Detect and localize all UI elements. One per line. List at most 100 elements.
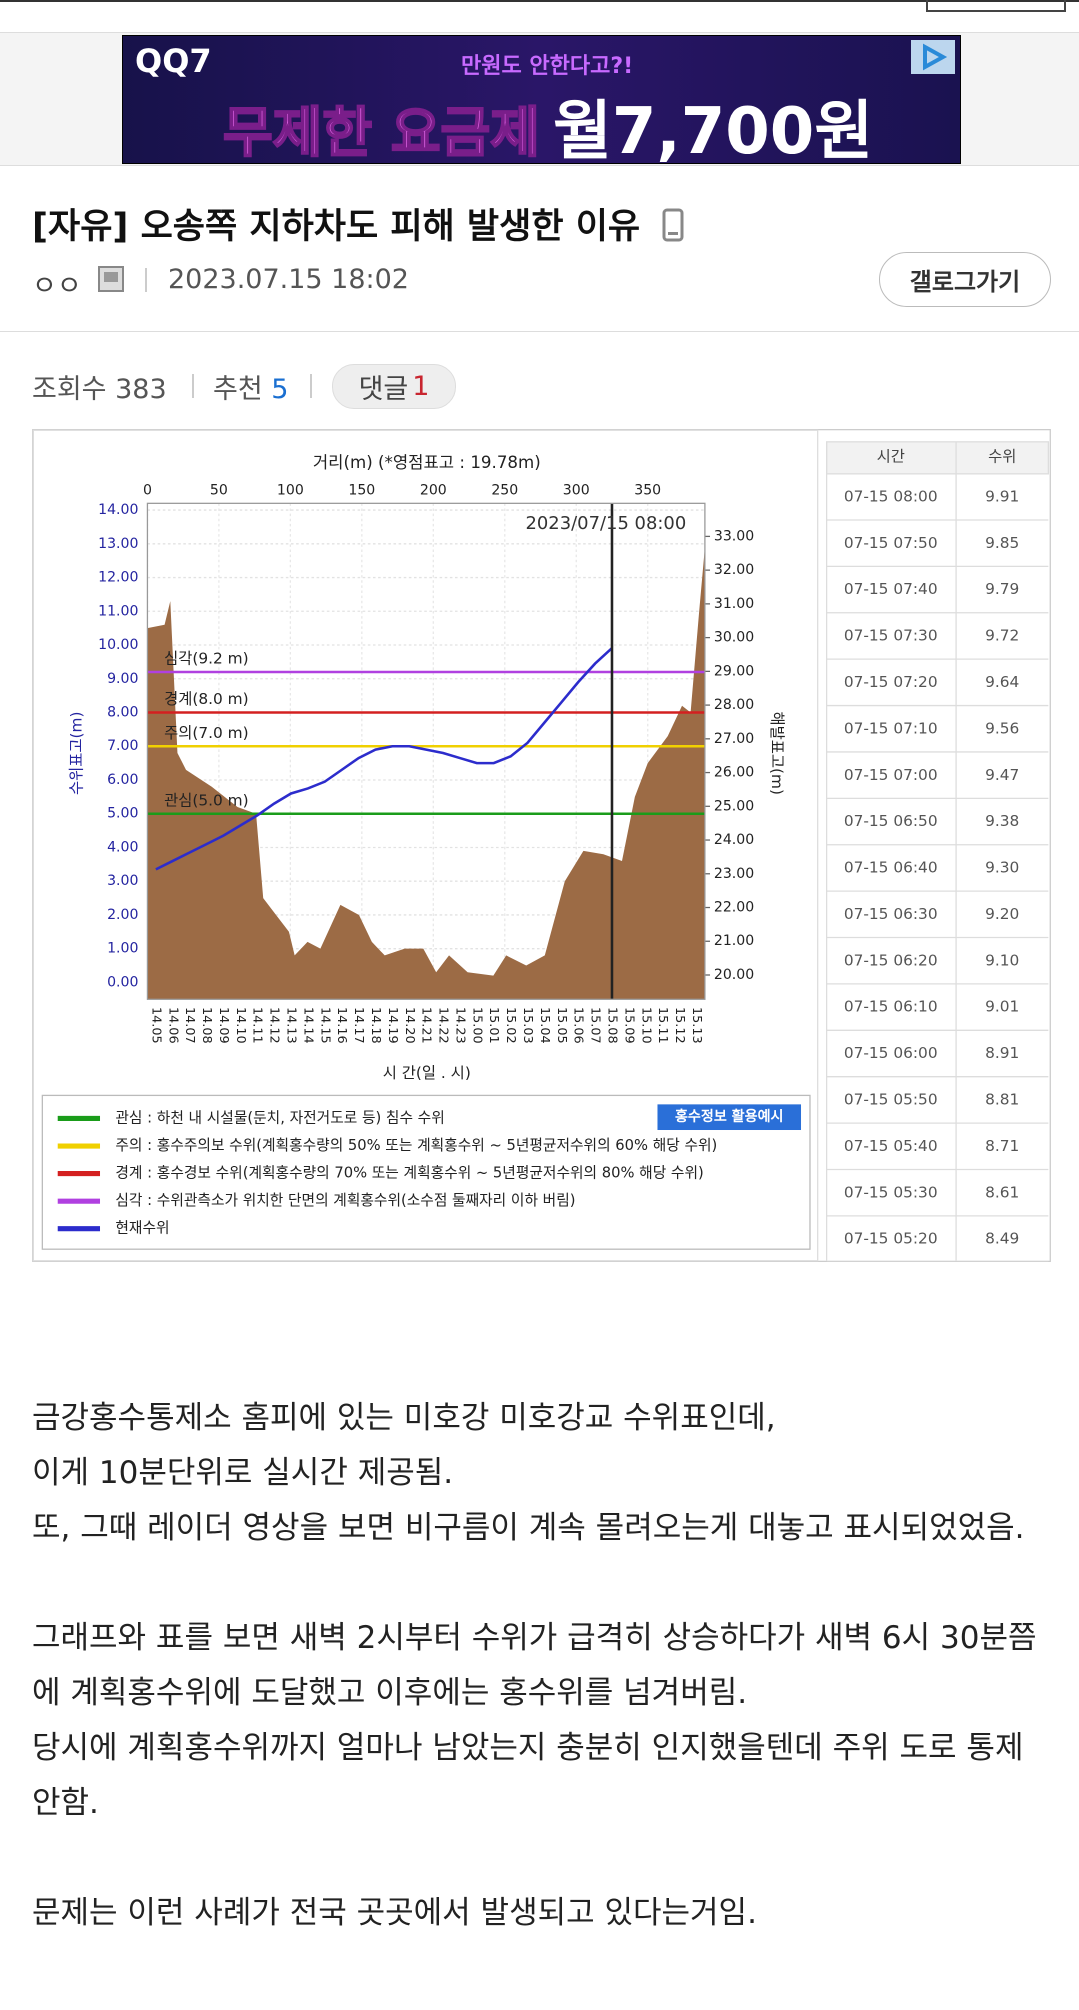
- y-tick-label: 7.00: [107, 738, 138, 754]
- post-title-text: [자유] 오송쪽 지하차도 피해 발생한 이유: [32, 207, 641, 247]
- time-tick-label: 15.02: [503, 1007, 518, 1044]
- comments-pill[interactable]: 댓글 1: [332, 364, 456, 409]
- x-tick-label: 0: [143, 483, 152, 499]
- y2-tick-label: 23.00: [714, 866, 754, 882]
- timestamp: 2023/07/15 08:00: [525, 513, 686, 534]
- y-tick-label: 11.00: [98, 603, 138, 619]
- time-tick-label: 15.10: [638, 1007, 653, 1044]
- threshold-label: 주의(7.0 m): [164, 724, 249, 742]
- y2-tick-label: 31.00: [714, 596, 754, 612]
- table-cell: 07-15 05:30: [844, 1183, 938, 1201]
- table-cell: 07-15 05:50: [844, 1091, 938, 1109]
- table-cell: 07-15 07:00: [844, 766, 938, 784]
- y-tick-label: 2.00: [107, 907, 138, 923]
- top-button-edge[interactable]: [926, 0, 1066, 12]
- table-cell: 9.79: [985, 580, 1019, 598]
- y-tick-label: 8.00: [107, 705, 138, 721]
- time-tick-label: 15.05: [554, 1007, 569, 1044]
- threshold-label: 경계(8.0 m): [164, 690, 249, 708]
- table-cell: 07-15 07:20: [844, 673, 938, 691]
- table-cell: 9.38: [985, 812, 1019, 830]
- y-tick-label: 5.00: [107, 806, 138, 822]
- text-line: 당시에 계획홍수위까지 얼마나 남았는지 충분히 인지했을텐데 주위 도로 통제…: [32, 1730, 1024, 1821]
- time-tick-label: 15.01: [486, 1007, 501, 1044]
- comments-count: 1: [412, 371, 430, 402]
- ad-headline: 무제한 요금제: [222, 100, 541, 164]
- table-cell: 9.10: [985, 951, 1019, 969]
- table-header: 시간: [877, 448, 905, 466]
- table-cell: 07-15 06:40: [844, 859, 938, 877]
- mobile-icon-body: [662, 208, 684, 242]
- chart-image: 거리(m) (*영점표고 : 19.78m) 시 간(일 . 시) 수위표고(m…: [32, 429, 1051, 1262]
- x-axis-title: 거리(m) (*영점표고 : 19.78m): [313, 453, 541, 472]
- time-tick-label: 15.03: [520, 1007, 535, 1044]
- y-tick-label: 6.00: [107, 772, 138, 788]
- separator: [145, 268, 147, 292]
- time-tick-label: 14.07: [182, 1007, 197, 1044]
- views: 조회수 383: [32, 367, 167, 406]
- time-tick-label: 14.12: [267, 1007, 282, 1044]
- table-cell: 07-15 06:20: [844, 951, 938, 969]
- text-line: 그래프와 표를 보면 새벽 2시부터 수위가 급격히 상승하다가 새벽 6시 3…: [32, 1620, 1037, 1711]
- table-cell: 9.01: [985, 998, 1019, 1016]
- y-axis-title: 수위표고(m): [67, 711, 85, 794]
- time-tick-label: 14.19: [385, 1007, 400, 1044]
- y-tick-label: 4.00: [107, 839, 138, 855]
- table-cell: 07-15 07:10: [844, 719, 938, 737]
- author-icon-inner: [104, 272, 118, 282]
- views-label: 조회수: [32, 374, 107, 405]
- y2-tick-label: 21.00: [714, 933, 754, 949]
- separator: [310, 374, 312, 398]
- post-body: 금강홍수통제소 홈피에 있는 미호강 미호강교 수위표인데, 이게 10분단위로 …: [32, 1391, 1047, 1996]
- y2-tick-label: 30.00: [714, 630, 754, 646]
- time-tick-label: 14.09: [216, 1007, 231, 1044]
- recommend-count: 5: [271, 374, 289, 405]
- y-tick-label: 13.00: [98, 536, 138, 552]
- ad-choice-icon[interactable]: [911, 40, 955, 74]
- ad-price: 월7,700원: [553, 95, 874, 164]
- plot-area: 2023/07/15 08:00: [147, 503, 705, 1000]
- ad-banner[interactable]: QQ7 만원도 안한다고?! 무제한 요금제 월7,700원: [122, 35, 961, 164]
- y-tick-label: 10.00: [98, 637, 138, 653]
- y2-tick-label: 27.00: [714, 731, 754, 747]
- threshold-label: 관심(5.0 m): [164, 791, 249, 809]
- table-cell: 8.49: [985, 1230, 1019, 1248]
- ad-brand: QQ7: [135, 42, 212, 80]
- table-cell: 07-15 05:20: [844, 1230, 938, 1248]
- table-cell: 9.56: [985, 719, 1019, 737]
- y-tick-label: 12.00: [98, 570, 138, 586]
- table-cell: 07-15 06:00: [844, 1044, 938, 1062]
- y2-tick-label: 22.00: [714, 900, 754, 916]
- legend-button[interactable]: [657, 1104, 802, 1131]
- table-cell: 9.64: [985, 673, 1019, 691]
- table-cell: 8.91: [985, 1044, 1019, 1062]
- y2-axis-title: 해발표고(m): [768, 711, 786, 794]
- table-cell: 07-15 07:50: [844, 534, 938, 552]
- time-tick-label: 14.22: [436, 1007, 451, 1044]
- x-tick-label: 350: [634, 483, 661, 499]
- author[interactable]: ㅇㅇ: [32, 271, 82, 302]
- time-tick-label: 14.23: [452, 1007, 467, 1044]
- time-tick-label: 14.18: [368, 1007, 383, 1044]
- time-tick-label: 14.05: [148, 1007, 163, 1044]
- gallog-button[interactable]: 갤로그가기: [879, 252, 1051, 307]
- table-cell: 07-15 06:10: [844, 998, 938, 1016]
- ad-tagline: 만원도 안한다고?!: [461, 54, 634, 79]
- time-tick-label: 14.15: [317, 1007, 332, 1044]
- table-cell: 07-15 08:00: [844, 487, 938, 505]
- time-tick-label: 14.06: [165, 1007, 180, 1044]
- time-tick-label: 15.13: [689, 1007, 704, 1044]
- y-tick-label: 9.00: [107, 671, 138, 687]
- legend-label: 현재수위: [115, 1220, 169, 1237]
- legend-label: 관심 : 하천 내 시설물(둔치, 자전거도로 등) 침수 수위: [115, 1109, 444, 1126]
- text-line: 문제는 이런 사례가 전국 곳곳에서 발생되고 있다는거임.: [32, 1895, 757, 1931]
- y2-tick-label: 25.00: [714, 798, 754, 814]
- x-tick-label: 100: [277, 483, 304, 499]
- legend-button-label: 홍수정보 활용예시: [675, 1108, 784, 1125]
- paragraph: 문제는 이런 사례가 전국 곳곳에서 발생되고 있다는거임.: [32, 1886, 1047, 1941]
- y2-tick-label: 33.00: [714, 528, 754, 544]
- text-line: 또, 그때 레이더 영상을 보면 비구름이 계속 몰려오는게 대놓고 표시되었었…: [32, 1510, 1025, 1546]
- plot-frame: [146, 502, 706, 1000]
- table-cell: 9.30: [985, 859, 1019, 877]
